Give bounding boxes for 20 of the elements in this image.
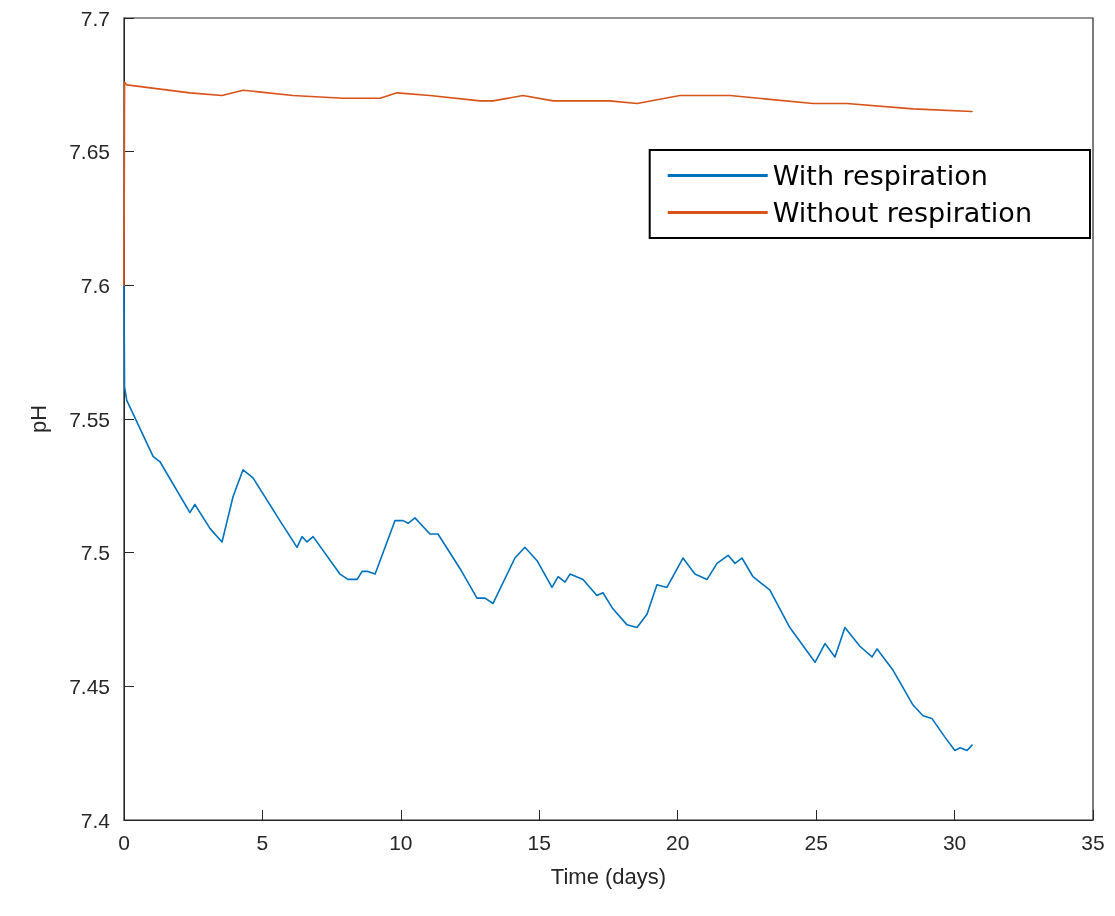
legend-label: Without respiration xyxy=(772,197,1032,228)
x-tick-label: 30 xyxy=(942,831,967,854)
legend-label: With respiration xyxy=(772,160,988,191)
y-tick-label: 7.6 xyxy=(80,273,110,297)
x-tick-label: 15 xyxy=(527,831,551,854)
y-tick-label: 7.5 xyxy=(80,541,110,565)
x-tick-label: 25 xyxy=(804,831,828,854)
y-axis-title: pH xyxy=(25,404,51,434)
x-tick-label: 10 xyxy=(389,831,413,854)
y-tick-label: 7.7 xyxy=(80,6,110,30)
x-tick-label: 35 xyxy=(1081,831,1105,854)
y-tick-label: 7.55 xyxy=(69,407,110,431)
x-tick-label: 0 xyxy=(118,831,130,854)
x-axis-title: Time (days) xyxy=(550,863,667,889)
x-tick-label: 5 xyxy=(256,831,269,854)
x-tick-label: 20 xyxy=(666,831,690,854)
line-series xyxy=(123,284,973,752)
y-tick-label: 7.45 xyxy=(69,674,110,698)
y-tick-label: 7.4 xyxy=(80,808,111,832)
y-tick-label: 7.65 xyxy=(69,140,110,164)
